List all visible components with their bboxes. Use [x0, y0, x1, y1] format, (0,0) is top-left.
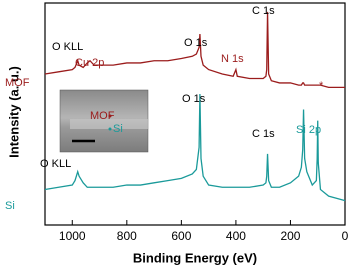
- annotation: *: [319, 80, 324, 92]
- series-label: Si: [5, 200, 15, 212]
- x-tick-label: 800: [117, 229, 137, 243]
- annotation: C 1s: [252, 128, 275, 140]
- spectrum-line: [44, 94, 346, 202]
- x-tick-label: 0: [342, 229, 349, 243]
- annotation: Cu 2p: [75, 57, 104, 69]
- inset-label: MOF: [90, 110, 115, 122]
- inset-label: Si: [113, 123, 123, 135]
- annotation: C 1s: [252, 5, 275, 17]
- series-label: MOF: [5, 77, 30, 89]
- annotation: N 1s: [221, 53, 244, 65]
- plot-frame: [44, 2, 346, 226]
- x-tick-label: 600: [171, 229, 191, 243]
- spectrum-line: [44, 11, 345, 89]
- annotation: Si 2p: [296, 124, 321, 136]
- x-axis-title: Binding Energy (eV): [133, 250, 257, 265]
- inset-image: [59, 89, 149, 153]
- x-tick-label: 200: [280, 229, 300, 243]
- x-tick-label: 1000: [59, 229, 86, 243]
- y-axis-title: Intensity (a. u.): [6, 66, 21, 158]
- annotation: O KLL: [40, 158, 71, 170]
- annotation: O 1s: [184, 37, 208, 49]
- annotation: O 1s: [182, 93, 206, 105]
- x-tick-label: 400: [226, 229, 246, 243]
- annotation: O KLL: [52, 41, 83, 53]
